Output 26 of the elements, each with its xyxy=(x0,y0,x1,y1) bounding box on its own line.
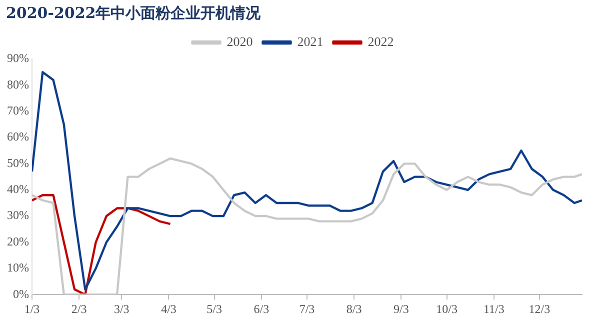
y-tick-label: 50% xyxy=(6,156,29,170)
y-tick-label: 90% xyxy=(6,51,29,66)
x-tick-label: 4/3 xyxy=(161,302,176,316)
x-tick-label: 7/3 xyxy=(299,302,315,316)
legend-label: 2022 xyxy=(368,34,394,49)
legend-label: 2020 xyxy=(226,34,253,49)
x-tick-label: 2/3 xyxy=(71,302,87,316)
x-tick-label: 12/3 xyxy=(528,302,550,316)
x-tick-label: 9/3 xyxy=(394,302,409,316)
x-tick-label: 5/3 xyxy=(206,302,222,316)
x-tick-label: 6/3 xyxy=(254,302,270,316)
legend-label: 2021 xyxy=(297,34,324,49)
y-tick-label: 70% xyxy=(6,104,29,118)
y-tick-label: 30% xyxy=(6,208,29,222)
y-tick-label: 10% xyxy=(6,260,29,275)
chart-title: 2020-2022年中小面粉企业开机情况 xyxy=(6,4,261,23)
y-tick-label: 0% xyxy=(12,286,29,301)
y-tick-label: 60% xyxy=(6,130,29,144)
x-tick-label: 3/3 xyxy=(114,302,130,316)
x-tick-label: 8/3 xyxy=(346,302,362,316)
x-tick-label: 10/3 xyxy=(436,302,458,316)
x-tick-label: 11/3 xyxy=(483,302,504,316)
y-tick-label: 40% xyxy=(6,182,29,196)
x-tick-label: 1/3 xyxy=(24,302,40,316)
y-tick-label: 80% xyxy=(6,77,29,92)
y-tick-label: 20% xyxy=(6,234,29,248)
